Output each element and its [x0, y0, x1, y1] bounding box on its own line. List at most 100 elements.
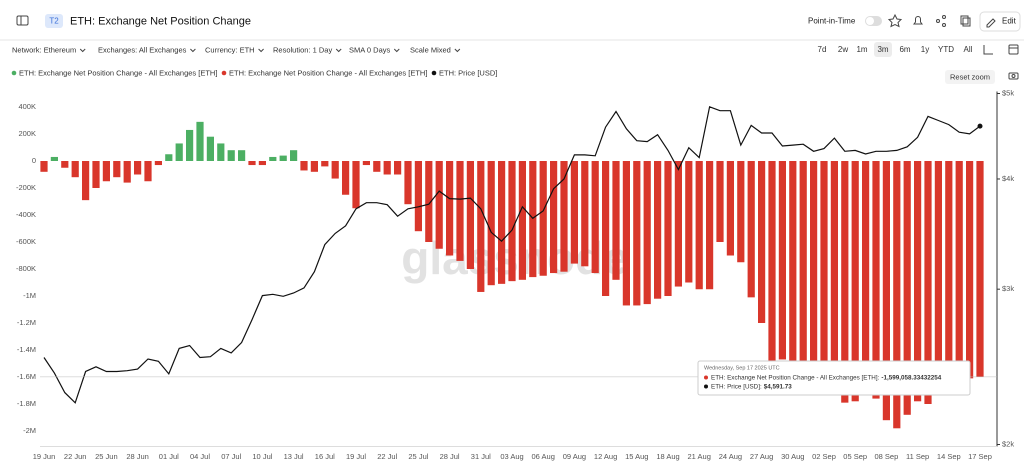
tooltip-value: $4,591.73 [764, 383, 793, 390]
bar [695, 161, 703, 290]
legend-marker [11, 70, 17, 76]
bar [258, 161, 266, 166]
range-button[interactable]: 7d [818, 45, 827, 54]
x-tick-label: 12 Aug [594, 452, 617, 461]
x-tick-label: 03 Aug [500, 452, 523, 461]
bar [737, 161, 745, 263]
bar [862, 161, 870, 391]
bar [269, 156, 277, 161]
range-button[interactable]: All [964, 45, 973, 54]
bar [955, 161, 963, 380]
x-tick-label: 21 Aug [688, 452, 711, 461]
screenshot-button[interactable] [1008, 72, 1019, 80]
badge-bg [45, 14, 63, 28]
bar [425, 161, 433, 242]
bar [227, 150, 235, 161]
bar [248, 161, 256, 166]
filter-dropdown[interactable]: Scale Mixed [410, 45, 451, 54]
alert-button[interactable] [913, 16, 923, 25]
bar [830, 161, 838, 369]
bar [373, 161, 381, 172]
range-selected-bg [874, 42, 892, 57]
y-tick-label: -200K [16, 183, 36, 192]
copy-button[interactable] [960, 15, 971, 27]
y-tick-label: -1.6M [17, 372, 36, 381]
filter-dropdown[interactable]: Network: Ethereum [12, 45, 76, 54]
dropdown-chevron [393, 48, 400, 53]
x-tick-label: 13 Jul [284, 452, 304, 461]
bar [799, 161, 807, 363]
tooltip-date: Wednesday, Sep 17 2025 UTC [704, 365, 780, 371]
legend-label[interactable]: ETH: Exchange Net Position Change - All … [229, 68, 427, 77]
share-button[interactable] [936, 15, 946, 27]
y2-tick-label: $5k [1002, 88, 1014, 97]
tooltip [697, 360, 971, 396]
bar [778, 161, 786, 360]
range-button[interactable]: 6m [899, 45, 910, 54]
bar [674, 161, 682, 287]
filter-dropdown[interactable]: Exchanges: All Exchanges [98, 45, 187, 54]
calendar-button[interactable] [1008, 44, 1019, 55]
bar [196, 121, 204, 161]
price-line [43, 105, 981, 404]
bar [82, 161, 90, 201]
legend-label[interactable]: ETH: Price [USD] [439, 68, 497, 77]
point-in-time-toggle[interactable] [865, 16, 882, 26]
x-tick-label: 19 Jul [346, 452, 366, 461]
page-title: ETH: Exchange Net Position Change [70, 15, 251, 27]
bar [976, 161, 984, 377]
edit-button[interactable] [979, 11, 1021, 32]
bar [654, 161, 662, 299]
x-tick-label: 02 Sep [812, 452, 836, 461]
bar [279, 155, 287, 161]
bar [435, 161, 443, 249]
range-button[interactable]: 3m [877, 45, 888, 54]
filter-dropdown[interactable]: Currency: ETH [205, 45, 255, 54]
x-tick-label: 10 Jul [252, 452, 272, 461]
bar [362, 161, 370, 166]
bar [165, 154, 173, 161]
bar [290, 150, 298, 161]
bar [560, 161, 568, 272]
bar [466, 161, 474, 269]
x-tick-label: 05 Sep [843, 452, 867, 461]
x-tick-label: 14 Sep [937, 452, 961, 461]
favorite-button[interactable] [887, 13, 903, 28]
x-tick-label: 15 Aug [625, 452, 648, 461]
bar [498, 161, 506, 284]
sidebar-toggle[interactable] [16, 15, 29, 26]
y-tick-label: 0 [32, 156, 36, 165]
tooltip-label: ETH: Exchange Net Position Change - All … [711, 374, 880, 381]
range-button[interactable]: 2w [838, 45, 848, 54]
bar [872, 161, 880, 399]
bar [716, 161, 724, 242]
range-button[interactable]: 1y [921, 45, 929, 54]
range-button[interactable]: YTD [938, 45, 954, 54]
bar [851, 161, 859, 402]
bar [934, 161, 942, 391]
filter-dropdown[interactable]: SMA 0 Days [349, 45, 391, 54]
range-button[interactable]: 1m [856, 45, 867, 54]
bar [747, 161, 755, 298]
bar [50, 156, 58, 161]
bar [404, 161, 412, 205]
badge: T2 [49, 17, 59, 26]
bar [664, 161, 672, 296]
bar [643, 161, 651, 305]
bar [134, 161, 142, 175]
dropdown-chevron [258, 48, 264, 53]
zoom-icon [983, 45, 993, 55]
legend-label[interactable]: ETH: Exchange Net Position Change - All … [19, 68, 217, 77]
x-tick-label: 22 Jul [377, 452, 397, 461]
reset-zoom-bg[interactable] [945, 70, 995, 84]
filter-dropdown[interactable]: Resolution: 1 Day [273, 45, 332, 54]
reset-zoom[interactable]: Reset zoom [950, 72, 990, 81]
edit-label[interactable]: Edit [1002, 17, 1017, 26]
bar [477, 161, 485, 292]
dropdown-chevron [190, 48, 196, 53]
bar [726, 161, 734, 256]
x-tick-label: 28 Jul [440, 452, 460, 461]
bar [882, 161, 890, 421]
bar [71, 161, 79, 178]
y-tick-label: -1.4M [17, 345, 36, 354]
